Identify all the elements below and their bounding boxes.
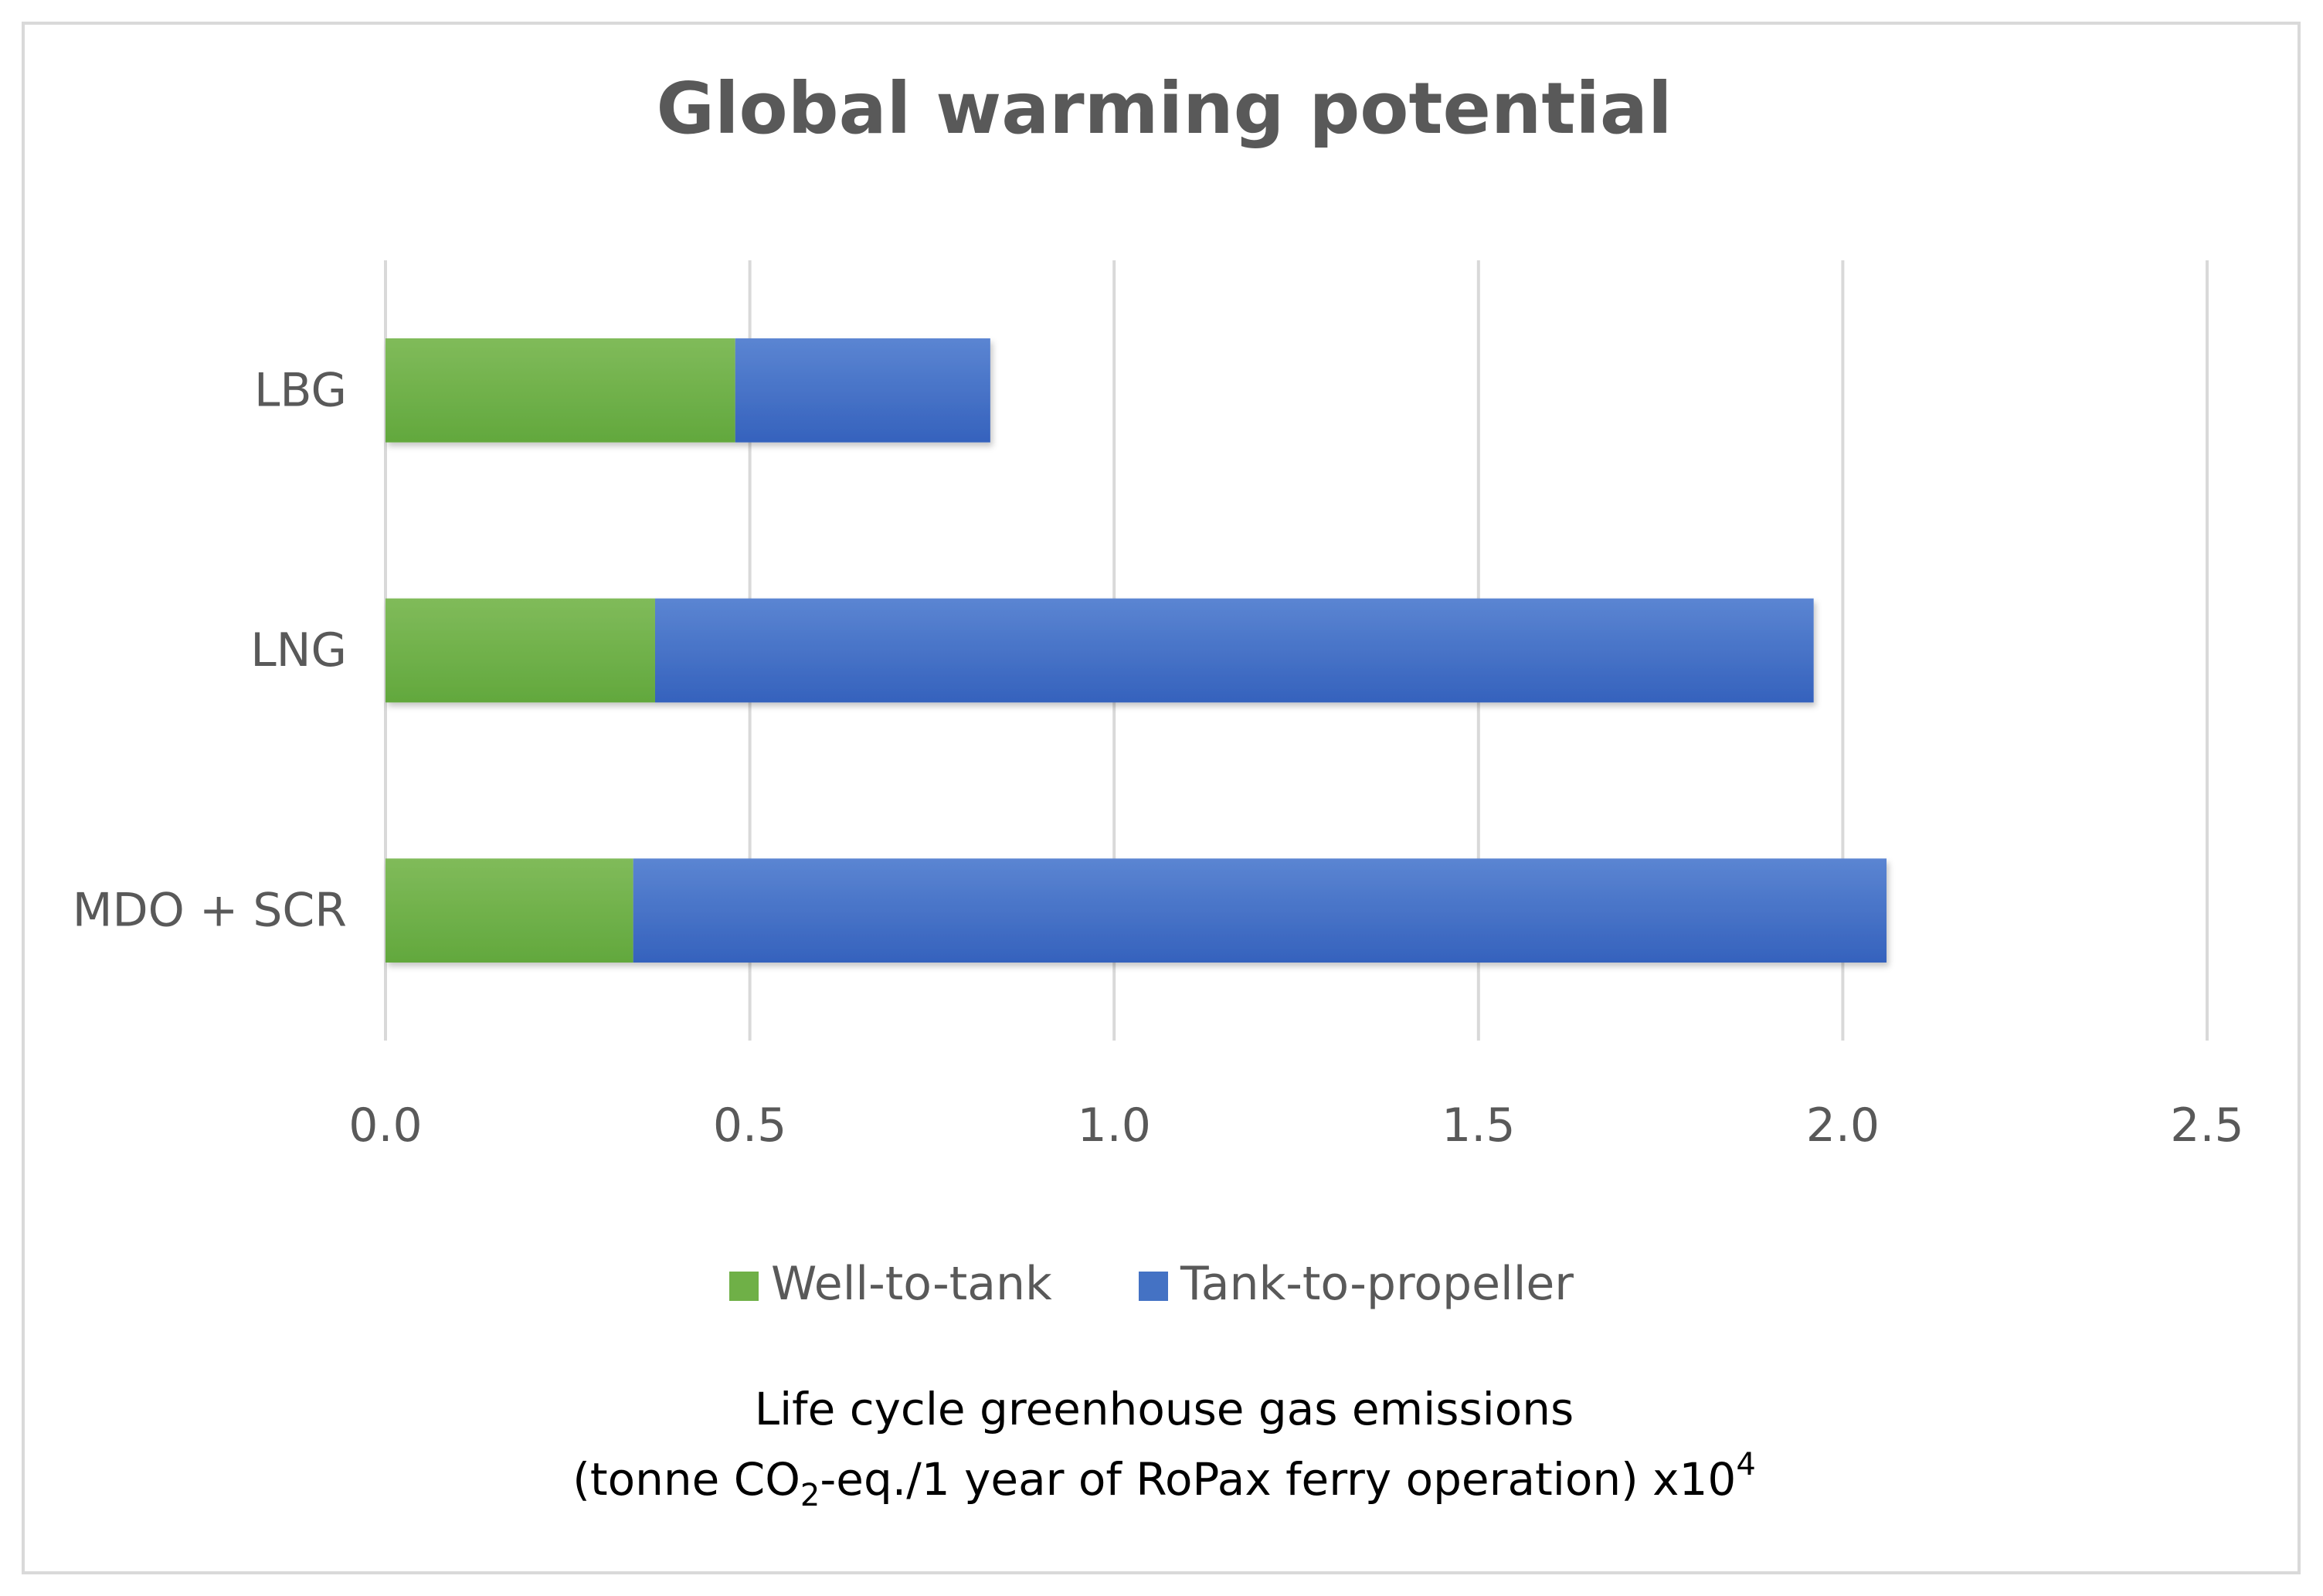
x-axis-title-middle: -eq./1 year of RoPax ferry operation) x1… (820, 1453, 1736, 1506)
bar-mdo-scr-tank-to-propeller (633, 858, 1887, 963)
chart-frame: Global warming potential LBG LNG MDO + SCR… (22, 22, 2301, 1574)
category-labels: LBG LNG MDO + SCR (73, 363, 347, 937)
x-axis-title-subscript: 2 (800, 1478, 820, 1513)
x-axis-title-line1: Life cycle greenhouse gas emissions (755, 1383, 1574, 1435)
x-axis-title-superscript: 4 (1736, 1447, 1755, 1482)
x-tick-label-1-0: 1.0 (1077, 1099, 1150, 1153)
x-axis-title: Life cycle greenhouse gas emissions (ton… (572, 1383, 1756, 1513)
x-tick-label-1-5: 1.5 (1442, 1099, 1515, 1153)
chart-title: Global warming potential (656, 67, 1672, 150)
category-label-lng: LNG (250, 623, 347, 677)
chart-svg: Global warming potential LBG LNG MDO + SCR… (73, 67, 2244, 1513)
x-tick-labels: 0.0 0.5 1.0 1.5 2.0 2.5 (348, 1099, 2243, 1153)
category-label-lbg: LBG (254, 363, 347, 417)
bar-group-lbg (385, 338, 990, 443)
legend-swatch-tank-to-propeller (1139, 1272, 1168, 1301)
bar-lbg-tank-to-propeller (735, 338, 990, 443)
bar-group-mdo-scr (385, 858, 1887, 963)
x-tick-label-2-5: 2.5 (2170, 1099, 2243, 1153)
legend-swatch-well-to-tank (729, 1272, 759, 1301)
bar-lbg-well-to-tank (385, 338, 735, 443)
bar-mdo-scr-well-to-tank (385, 858, 633, 963)
bar-group-lng (385, 598, 1814, 703)
category-label-mdo-scr: MDO + SCR (73, 884, 347, 938)
bar-lng-well-to-tank (385, 598, 655, 703)
x-tick-label-0-5: 0.5 (713, 1099, 786, 1153)
bar-lng-tank-to-propeller (654, 598, 1814, 703)
legend: Well-to-tank Tank-to-propeller (729, 1257, 1574, 1311)
bars (385, 338, 1887, 963)
x-axis-title-line2: (tonne CO2-eq./1 year of RoPax ferry ope… (572, 1447, 1756, 1513)
legend-label-well-to-tank: Well-to-tank (771, 1257, 1052, 1311)
legend-label-tank-to-propeller: Tank-to-propeller (1180, 1257, 1574, 1311)
x-tick-label-2-0: 2.0 (1806, 1099, 1880, 1153)
x-tick-label-0-0: 0.0 (348, 1099, 422, 1153)
x-axis-title-prefix: (tonne CO (572, 1453, 800, 1506)
